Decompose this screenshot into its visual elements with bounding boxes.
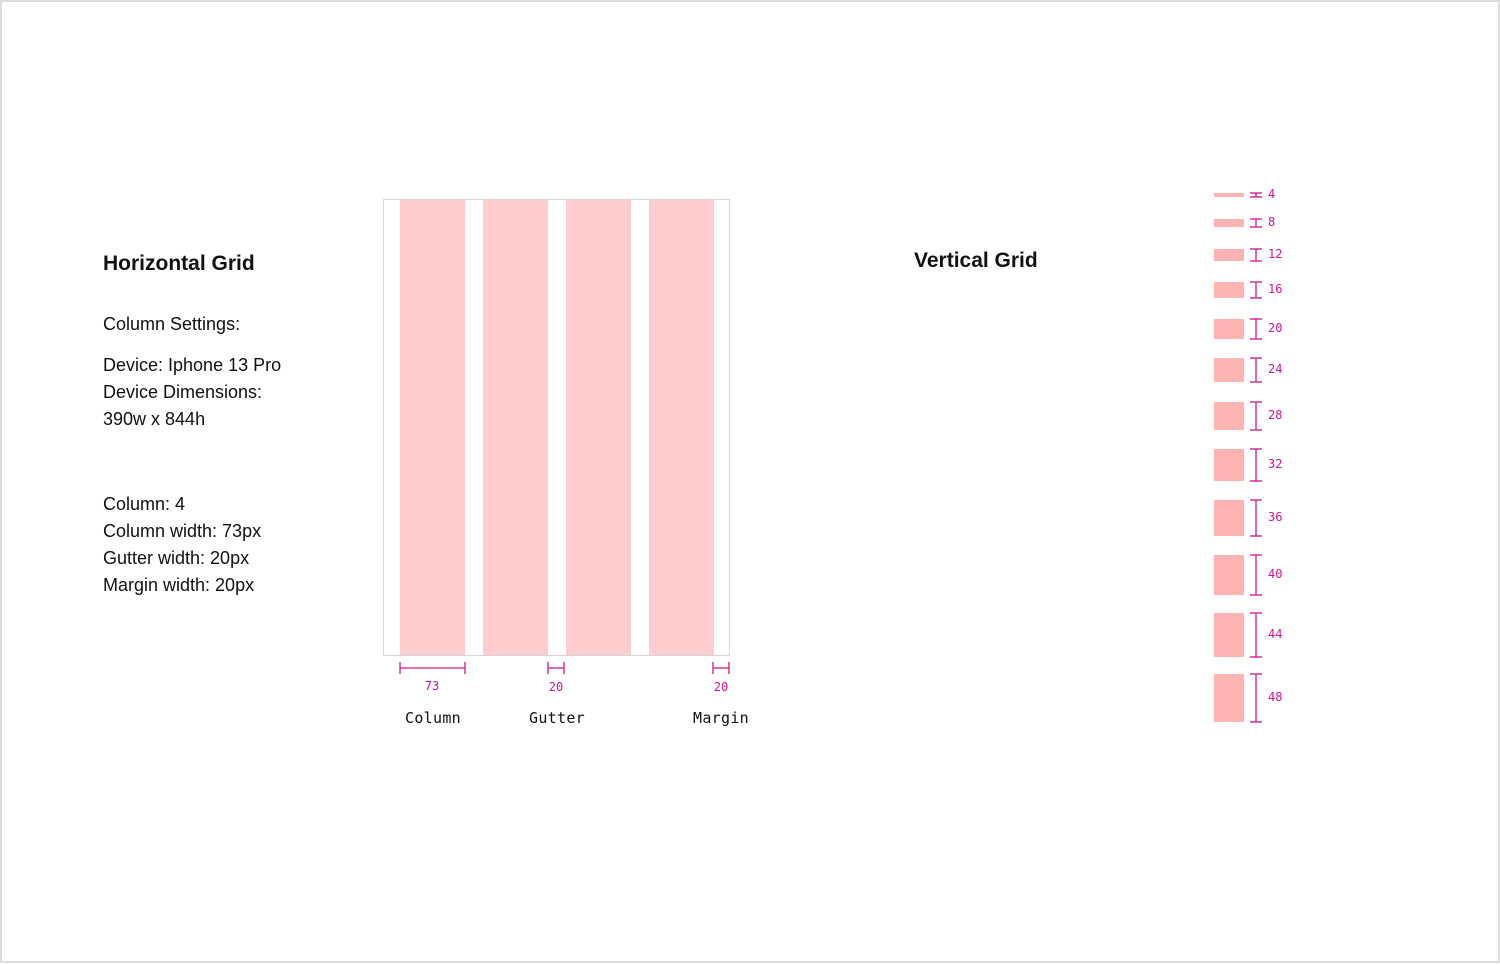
gutter-measure-value: 20: [548, 680, 564, 694]
spacing-value-8: 8: [1268, 215, 1276, 229]
spacing-swatch-12: [1214, 249, 1244, 261]
spacing-swatch-36: [1214, 500, 1244, 536]
spacing-swatch-4: [1214, 193, 1244, 197]
spacing-marker-36: [1250, 499, 1262, 537]
spacing-marker-8: [1250, 218, 1262, 228]
spacing-swatch-44: [1214, 613, 1244, 657]
spacing-value-44: 44: [1268, 627, 1283, 641]
spacing-marker-4: [1250, 192, 1262, 198]
spacing-marker-48: [1250, 673, 1262, 723]
margin-label: Margin: [693, 709, 749, 727]
vertical-grid-title: Vertical Grid: [914, 249, 1038, 272]
spacing-marker-24: [1250, 357, 1262, 383]
column-settings-heading: Column Settings:: [103, 314, 241, 334]
spacing-swatch-28: [1214, 402, 1244, 430]
spacing-value-12: 12: [1268, 247, 1283, 261]
device-name: Device: Iphone 13 Pro: [103, 355, 282, 375]
device-dimensions-value: 390w x 844h: [103, 409, 206, 429]
spacing-marker-40: [1250, 554, 1262, 596]
spacing-marker-32: [1250, 448, 1262, 482]
column-label: Column: [405, 709, 461, 727]
gutter-width-text: Gutter width: 20px: [103, 548, 250, 568]
spacing-swatch-24: [1214, 358, 1244, 382]
column-measure-value: 73: [424, 679, 440, 693]
margin-width-text: Margin width: 20px: [103, 575, 255, 595]
spacing-marker-28: [1250, 401, 1262, 431]
grid-column-3: [566, 200, 631, 655]
horizontal-grid-title: Horizontal Grid: [103, 252, 255, 275]
horizontal-grid-preview: [383, 199, 730, 656]
margin-measure-value: 20: [713, 680, 729, 694]
spacing-swatch-16: [1214, 282, 1244, 298]
grid-column-1: [400, 200, 465, 655]
spacing-value-32: 32: [1268, 457, 1283, 471]
spacing-swatch-48: [1214, 674, 1244, 722]
grid-column-4: [649, 200, 714, 655]
spacing-value-16: 16: [1268, 282, 1283, 296]
column-info: Column: 4 Column width: 73px Gutter widt…: [103, 491, 261, 599]
spacing-value-24: 24: [1268, 362, 1283, 376]
device-info: Device: Iphone 13 Pro Device Dimensions:…: [103, 352, 281, 433]
spacing-marker-16: [1250, 281, 1262, 299]
spacing-swatch-32: [1214, 449, 1244, 481]
column-width-text: Column width: 73px: [103, 521, 262, 541]
column-count-text: Column: 4: [103, 494, 186, 514]
spacing-swatch-20: [1214, 319, 1244, 339]
grid-column-2: [483, 200, 548, 655]
spacing-value-20: 20: [1268, 321, 1283, 335]
spacing-value-40: 40: [1268, 567, 1283, 581]
spacing-marker-12: [1250, 248, 1262, 262]
spacing-swatch-8: [1214, 219, 1244, 227]
spacing-swatch-40: [1214, 555, 1244, 595]
gutter-label: Gutter: [529, 709, 585, 727]
spacing-value-4: 4: [1268, 187, 1276, 201]
spacing-value-48: 48: [1268, 690, 1283, 704]
spacing-value-36: 36: [1268, 510, 1283, 524]
spacing-marker-20: [1250, 318, 1262, 340]
spacing-value-28: 28: [1268, 408, 1283, 422]
device-dimensions-label: Device Dimensions:: [103, 382, 263, 402]
spacing-marker-44: [1250, 612, 1262, 658]
